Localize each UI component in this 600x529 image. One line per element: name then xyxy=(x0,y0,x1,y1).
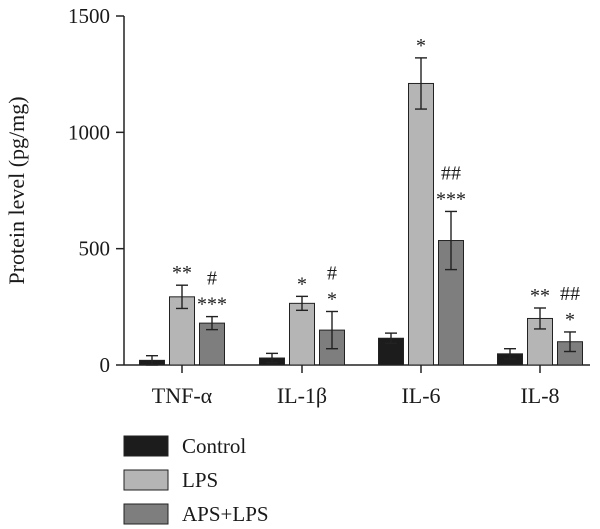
significance-label: * xyxy=(565,309,575,331)
bar xyxy=(289,302,315,366)
legend-label: LPS xyxy=(182,468,218,492)
legend-swatch xyxy=(123,435,169,457)
y-tick-label: 0 xyxy=(100,353,111,377)
x-tick-label: IL-8 xyxy=(520,383,559,408)
legend-swatch xyxy=(123,503,169,525)
significance-label: * xyxy=(297,273,307,295)
significance-label: *** xyxy=(436,188,466,210)
x-tick-label: TNF-α xyxy=(152,383,213,408)
significance-label: * xyxy=(327,288,337,310)
bars-group xyxy=(139,57,583,366)
legend-label: Control xyxy=(182,434,246,458)
legend-swatch xyxy=(123,469,169,491)
bar xyxy=(378,337,404,366)
significance-label: *** xyxy=(197,294,227,316)
bar xyxy=(408,82,434,366)
axes: 0 500 1000 1500 Protein level (pg/mg) xyxy=(4,4,590,377)
y-axis-label: Protein level (pg/mg) xyxy=(4,96,29,284)
significance-label-hash: # xyxy=(207,268,217,290)
x-tick-label: IL-1β xyxy=(277,383,327,408)
significance-label-hash: ## xyxy=(441,162,461,184)
significance-label: ** xyxy=(172,262,192,284)
y-tick-label: 1000 xyxy=(68,120,110,144)
y-tick-label: 500 xyxy=(79,237,111,261)
legend-label: APS+LPS xyxy=(182,502,269,526)
legend: Control LPS APS+LPS xyxy=(123,434,269,526)
significance-label-hash: ## xyxy=(560,283,580,305)
significance-label: * xyxy=(416,35,426,57)
significance-label: ** xyxy=(530,285,550,307)
x-tick-label: IL-6 xyxy=(401,383,440,408)
significance-label-hash: # xyxy=(327,262,337,284)
y-tick-label: 1500 xyxy=(68,4,110,28)
labels-group: TNF-α*****#IL-1β**#IL-6****##IL-8***## xyxy=(152,35,580,408)
